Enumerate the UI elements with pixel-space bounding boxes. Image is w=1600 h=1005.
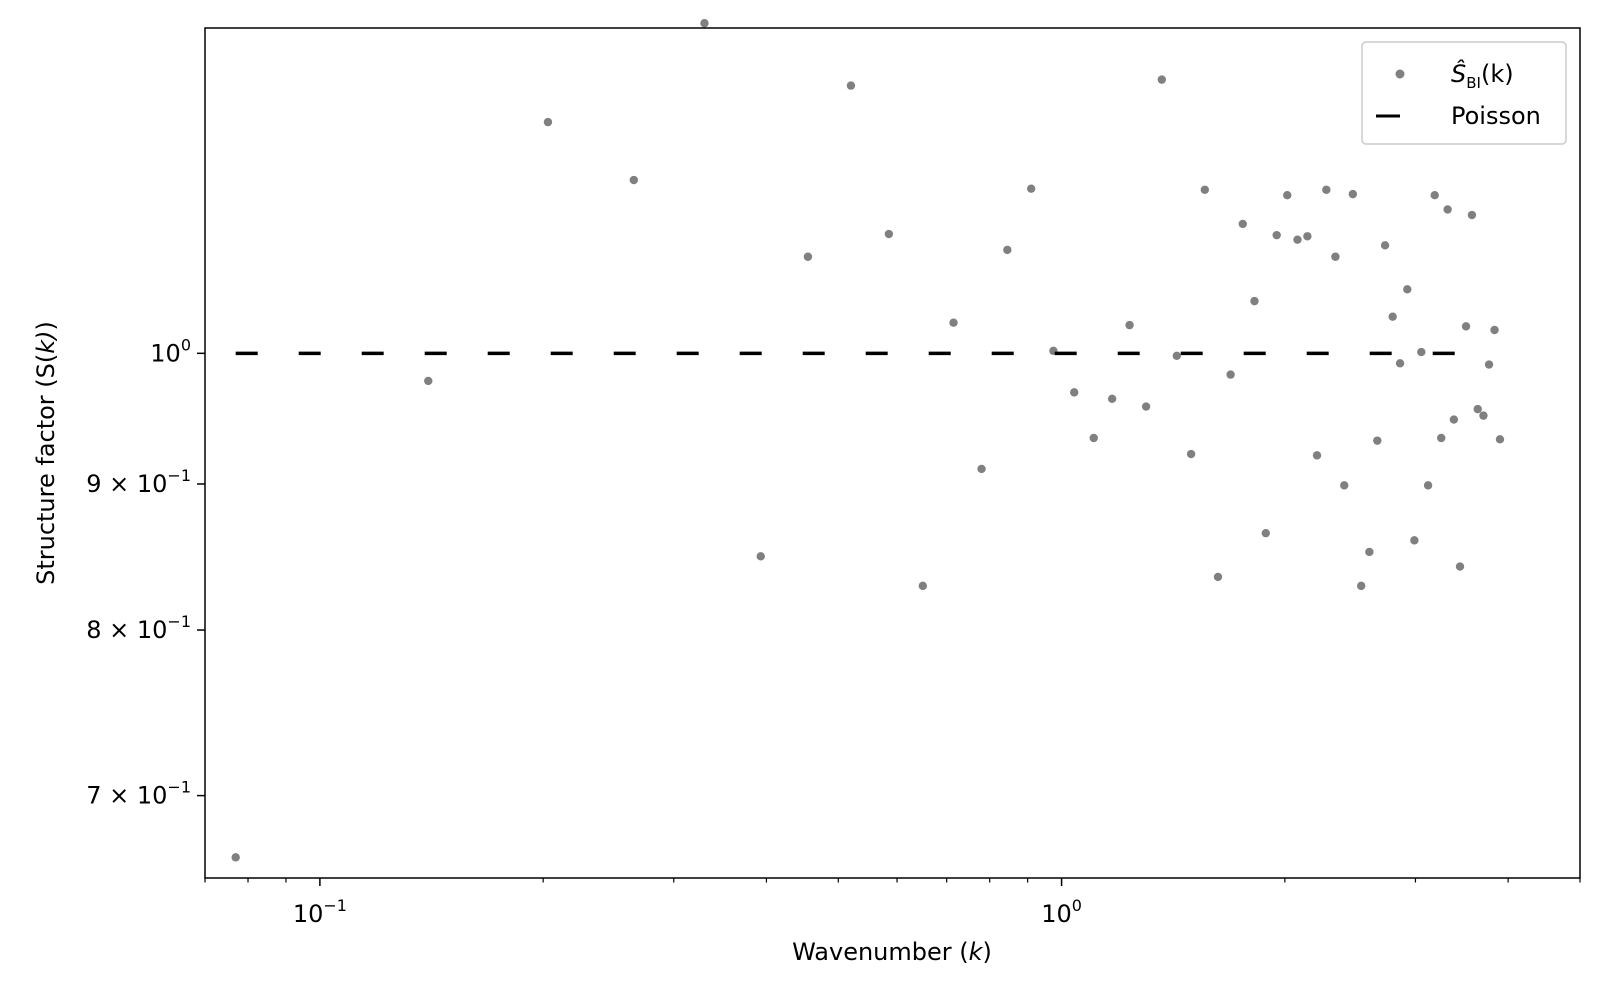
sbi-data-point: [1125, 320, 1134, 330]
sbi-data-point: [1479, 411, 1488, 420]
sbi-data-point: [543, 117, 553, 127]
sbi-data-point: [1250, 296, 1259, 306]
sbi-data-point: [231, 853, 240, 862]
sbi-data-point: [1437, 433, 1446, 443]
sbi-data-point: [1283, 191, 1292, 200]
sbi-data-point: [977, 464, 986, 474]
x-tick-label: 100: [1041, 896, 1082, 928]
y-axis-ticks: 100 9 × 10−1 8 × 10−1 7 × 10−1: [86, 335, 205, 810]
sbi-data-point: [1089, 433, 1098, 443]
sbi-data-point: [424, 376, 433, 386]
x-tick-label: 10−1: [293, 896, 347, 928]
sbi-data-point: [1272, 230, 1281, 240]
sbi-data-point: [1388, 312, 1397, 321]
y-tick-label: 7 × 10−1: [86, 778, 191, 810]
sbi-data-point: [1403, 285, 1412, 294]
sbi-data-point: [1417, 347, 1426, 357]
legend-label-poisson: Poisson: [1451, 102, 1541, 130]
y-tick-label: 8 × 10−1: [86, 612, 191, 644]
sbi-data-point: [846, 81, 856, 90]
sbi-data-point: [1395, 359, 1405, 368]
sbi-data-point: [1312, 451, 1322, 460]
sbi-data-point: [1455, 562, 1465, 571]
sbi-data-point: [1443, 205, 1452, 214]
y-tick-label: 100: [150, 335, 191, 367]
x-axis-ticks: 10−1 100: [204, 878, 1581, 928]
sbi-data-point: [949, 318, 958, 327]
sbi-data-point: [1003, 245, 1012, 255]
sbi-data-point: [1365, 547, 1374, 557]
sbi-data-point: [1261, 528, 1270, 538]
sbi-data-point: [1410, 536, 1419, 545]
y-tick-label: 9 × 10−1: [86, 466, 191, 498]
sbi-data-point: [1186, 449, 1196, 459]
sbi-data-point: [1200, 185, 1210, 194]
sbi-data-point: [1238, 219, 1247, 229]
legend-marker-sbi: [1395, 69, 1405, 79]
sbi-data-point: [1423, 481, 1433, 490]
sbi-data-point: [1157, 75, 1167, 84]
legend-box: [1361, 41, 1567, 145]
sbi-data-point: [1467, 210, 1477, 220]
sbi-data-point: [803, 252, 813, 261]
sbi-data-point: [1430, 191, 1439, 200]
sbi-data-point: [918, 581, 928, 591]
sbi-data-point: [1449, 415, 1459, 424]
plot-frame: [204, 27, 1581, 879]
sbi-data-point: [1172, 351, 1181, 361]
sbi-data-point: [700, 19, 709, 28]
sbi-data-point: [1303, 232, 1312, 241]
sbi-data-point: [1373, 436, 1382, 445]
x-axis-label: Wavenumber (k): [792, 938, 992, 966]
sbi-data-point: [1322, 185, 1331, 194]
sbi-data-point: [1490, 325, 1499, 335]
sbi-data-point: [756, 552, 765, 561]
sbi-data-point: [1293, 235, 1302, 244]
sbi-data-point: [1070, 388, 1079, 397]
sbi-data-point: [1484, 360, 1494, 369]
sbi-data-point: [1340, 481, 1349, 490]
sbi-data-point: [1141, 402, 1151, 411]
sbi-data-point: [1213, 572, 1223, 582]
sbi-data-point: [629, 175, 639, 185]
sbi-data-point: [1380, 241, 1390, 250]
sbi-data-point: [1027, 184, 1036, 193]
sbi-data-point: [884, 229, 894, 239]
legend: ŜBI(k) Poisson: [1361, 41, 1567, 145]
y-axis-label: Structure factor (S(k)): [32, 321, 60, 585]
sbi-data-point: [1107, 394, 1117, 403]
sbi-data-point: [1348, 189, 1358, 199]
sbi-data-point: [1473, 404, 1482, 414]
sbi-data-point: [1357, 581, 1366, 591]
legend-label-sbi: ŜBI(k): [1451, 58, 1514, 92]
plot-marks: [231, 19, 1505, 862]
sbi-data-point: [1331, 252, 1340, 261]
sbi-data-point: [1461, 322, 1471, 331]
sbi-data-point: [1495, 435, 1505, 444]
sbi-data-point: [1226, 370, 1235, 379]
